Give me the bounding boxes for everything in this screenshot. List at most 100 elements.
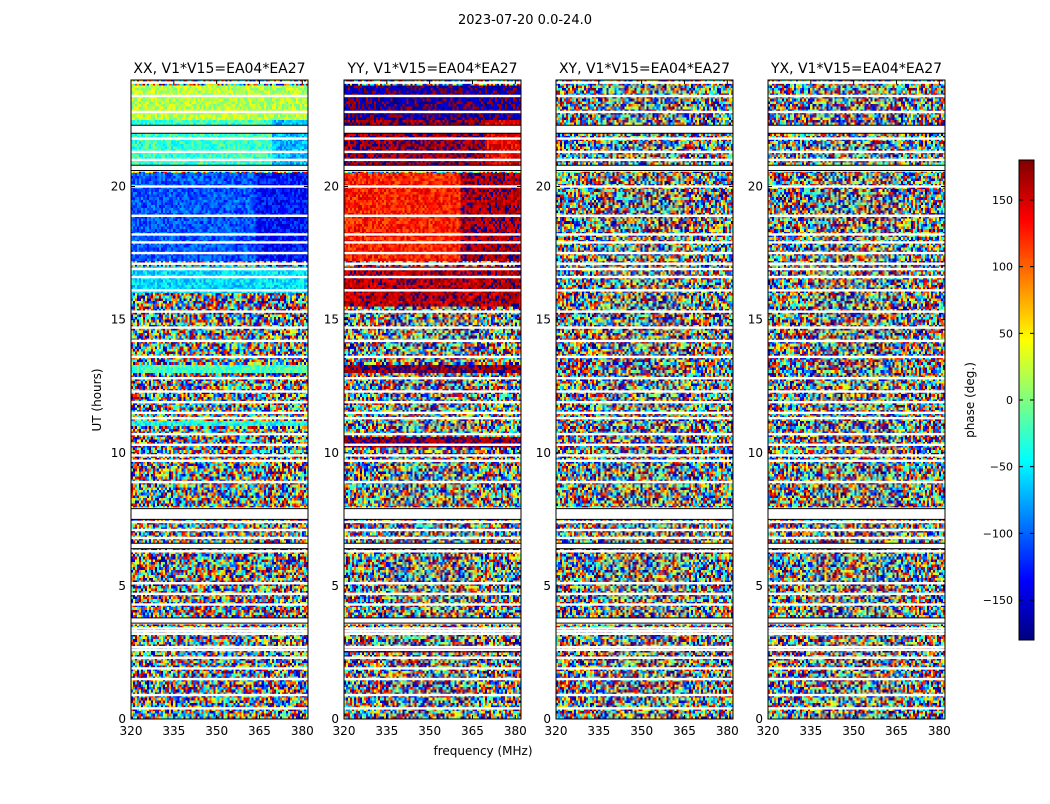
flagged-row bbox=[131, 645, 308, 649]
flagged-row bbox=[768, 432, 945, 436]
panel-title: XX, V1*V15=EA04*EA27 bbox=[133, 61, 305, 77]
flagged-row bbox=[768, 416, 945, 420]
x-tick-label: 365 bbox=[885, 724, 908, 738]
flagged-row bbox=[131, 629, 308, 633]
x-tick-label: 320 bbox=[333, 724, 356, 738]
y-tick-label: 0 bbox=[755, 712, 763, 726]
panel-frame bbox=[343, 79, 522, 720]
flagged-row bbox=[131, 656, 308, 659]
flagged-row bbox=[768, 656, 945, 659]
flagged-row bbox=[344, 81, 521, 84]
flagged-row bbox=[344, 185, 521, 188]
flagged-band bbox=[556, 125, 733, 134]
figure-title: 2023-07-20 0.0-24.0 bbox=[458, 13, 592, 28]
y-tick-label: 5 bbox=[755, 579, 763, 593]
panel-title: XY, V1*V15=EA04*EA27 bbox=[559, 61, 730, 77]
flagged-row bbox=[344, 400, 521, 404]
x-tick-label: 350 bbox=[842, 724, 865, 738]
flagged-row bbox=[556, 158, 733, 162]
flagged-row bbox=[556, 693, 733, 697]
flagged-row bbox=[344, 377, 521, 380]
panel-frame bbox=[130, 79, 309, 720]
flagged-row bbox=[556, 241, 733, 244]
flagged-row bbox=[131, 432, 308, 436]
flagged-row bbox=[131, 677, 308, 681]
x-tick-label: 320 bbox=[757, 724, 780, 738]
flagged-row bbox=[768, 667, 945, 670]
flagged-row bbox=[131, 390, 308, 393]
flagged-band bbox=[131, 617, 308, 624]
flagged-row bbox=[768, 582, 945, 585]
flagged-row bbox=[131, 377, 308, 380]
y-tick-label: 10 bbox=[748, 446, 763, 460]
flagged-row bbox=[131, 355, 308, 359]
flagged-row bbox=[131, 262, 308, 265]
flagged-row bbox=[768, 528, 945, 532]
x-tick-label: 350 bbox=[418, 724, 441, 738]
flagged-row bbox=[556, 326, 733, 329]
y-tick-label: 15 bbox=[111, 313, 126, 327]
flagged-row bbox=[768, 233, 945, 236]
flagged-row bbox=[344, 648, 521, 651]
flagged-row bbox=[344, 94, 521, 98]
flagged-row bbox=[344, 454, 521, 457]
flagged-row bbox=[344, 667, 521, 670]
x-tick-label: 320 bbox=[545, 724, 568, 738]
y-tick-label: 20 bbox=[111, 180, 126, 194]
flagged-row bbox=[556, 262, 733, 265]
y-tick-label: 10 bbox=[111, 446, 126, 460]
flagged-row bbox=[556, 267, 733, 271]
x-tick-label: 380 bbox=[928, 724, 951, 738]
flagged-row bbox=[131, 110, 308, 114]
flagged-row bbox=[556, 251, 733, 255]
flagged-row bbox=[344, 339, 521, 343]
flagged-row bbox=[768, 214, 945, 217]
flagged-row bbox=[556, 443, 733, 446]
flagged-row bbox=[768, 677, 945, 681]
y-tick-label: 5 bbox=[331, 579, 339, 593]
flagged-band bbox=[768, 543, 945, 549]
x-tick-label: 350 bbox=[630, 724, 653, 738]
flagged-row bbox=[344, 326, 521, 329]
y-tick-label: 10 bbox=[536, 446, 551, 460]
x-tick-label: 365 bbox=[673, 724, 696, 738]
flagged-row bbox=[556, 632, 733, 635]
panel-title: YY, V1*V15=EA04*EA27 bbox=[346, 61, 517, 77]
flagged-row bbox=[556, 582, 733, 585]
flagged-row bbox=[131, 214, 308, 217]
x-tick-label: 335 bbox=[375, 724, 398, 738]
flagged-row bbox=[768, 592, 945, 596]
flagged-row bbox=[768, 550, 945, 553]
flagged-row bbox=[556, 214, 733, 217]
flagged-band bbox=[556, 165, 733, 171]
flagged-row bbox=[131, 648, 308, 651]
flagged-row bbox=[344, 137, 521, 140]
flagged-row bbox=[344, 267, 521, 271]
flagged-row bbox=[131, 289, 308, 292]
flagged-row bbox=[768, 326, 945, 329]
flagged-band bbox=[344, 543, 521, 549]
flagged-row bbox=[344, 550, 521, 553]
x-tick-label: 380 bbox=[504, 724, 527, 738]
y-tick-label: 15 bbox=[536, 313, 551, 327]
flagged-row bbox=[556, 592, 733, 596]
panel-title: YX, V1*V15=EA04*EA27 bbox=[770, 61, 942, 77]
flagged-band bbox=[344, 508, 521, 520]
flagged-row bbox=[131, 267, 308, 271]
flagged-row bbox=[344, 443, 521, 446]
flagged-row bbox=[768, 355, 945, 359]
flagged-row bbox=[131, 275, 308, 279]
flagged-row bbox=[344, 656, 521, 659]
flagged-row bbox=[556, 603, 733, 606]
flagged-row bbox=[131, 241, 308, 244]
colorbar-tick-label: −50 bbox=[990, 461, 1013, 474]
flagged-row bbox=[344, 632, 521, 635]
flagged-row bbox=[131, 454, 308, 457]
x-axis-label: frequency (MHz) bbox=[433, 744, 532, 758]
flagged-row bbox=[131, 667, 308, 670]
flagged-row bbox=[768, 185, 945, 188]
flagged-row bbox=[768, 137, 945, 140]
flagged-row bbox=[131, 707, 308, 710]
flagged-row bbox=[131, 443, 308, 446]
